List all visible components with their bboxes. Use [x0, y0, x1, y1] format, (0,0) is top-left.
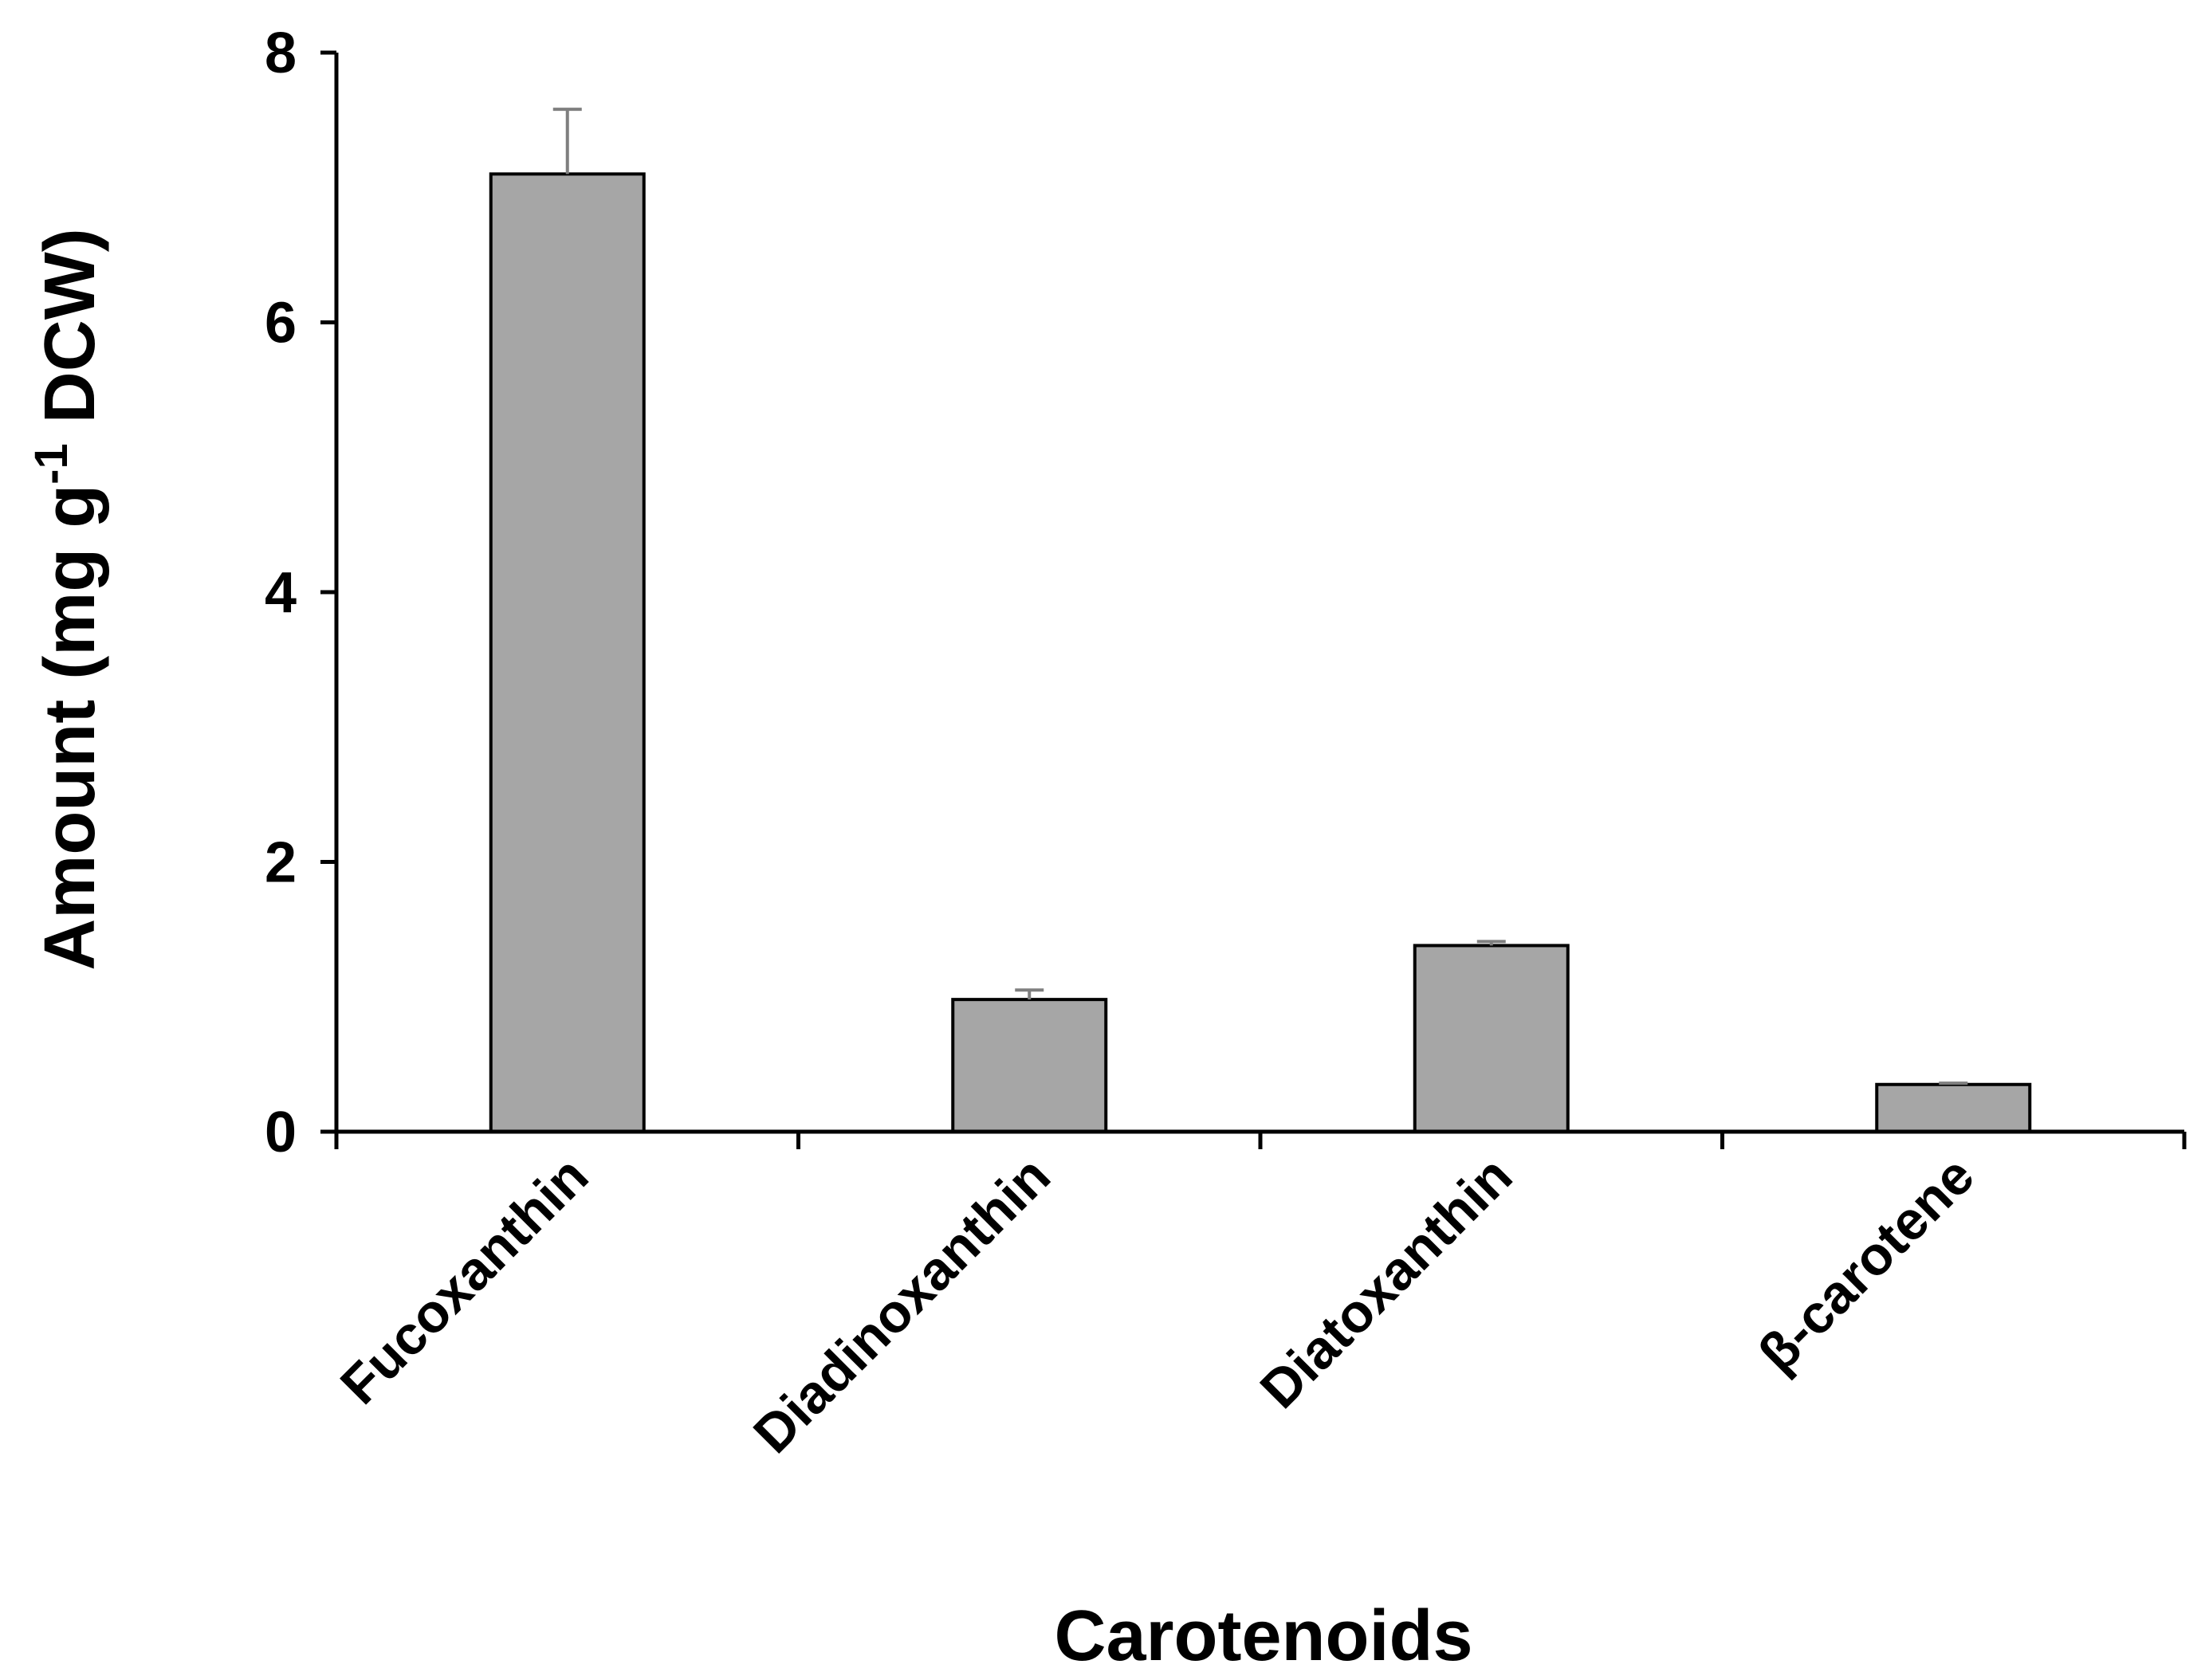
bar: [1875, 1082, 2032, 1133]
bar: [951, 998, 1108, 1134]
y-axis-title: Amount (mg g-1 DCW): [26, 228, 110, 970]
y-tick-label: 4: [265, 561, 297, 625]
bar: [489, 172, 646, 1134]
y-tick-label: 0: [265, 1101, 297, 1164]
x-category-label: Diatoxanthin: [1248, 1145, 1523, 1420]
y-tick-label: 6: [265, 292, 297, 355]
bar: [1413, 944, 1570, 1134]
x-axis-title: Carotenoids: [1054, 1596, 1472, 1676]
x-category-label: Diadinoxanthin: [742, 1145, 1062, 1465]
y-tick-label: 8: [265, 22, 297, 85]
x-category-label: β-carotene: [1747, 1145, 1986, 1384]
x-category-label: Fucoxanthin: [329, 1145, 600, 1416]
y-tick-label: 2: [265, 831, 297, 895]
plot-area: 0 2 4 6 8 Fucoxanthin Diadinoxanthin Diatoxanth…: [265, 22, 2187, 1465]
